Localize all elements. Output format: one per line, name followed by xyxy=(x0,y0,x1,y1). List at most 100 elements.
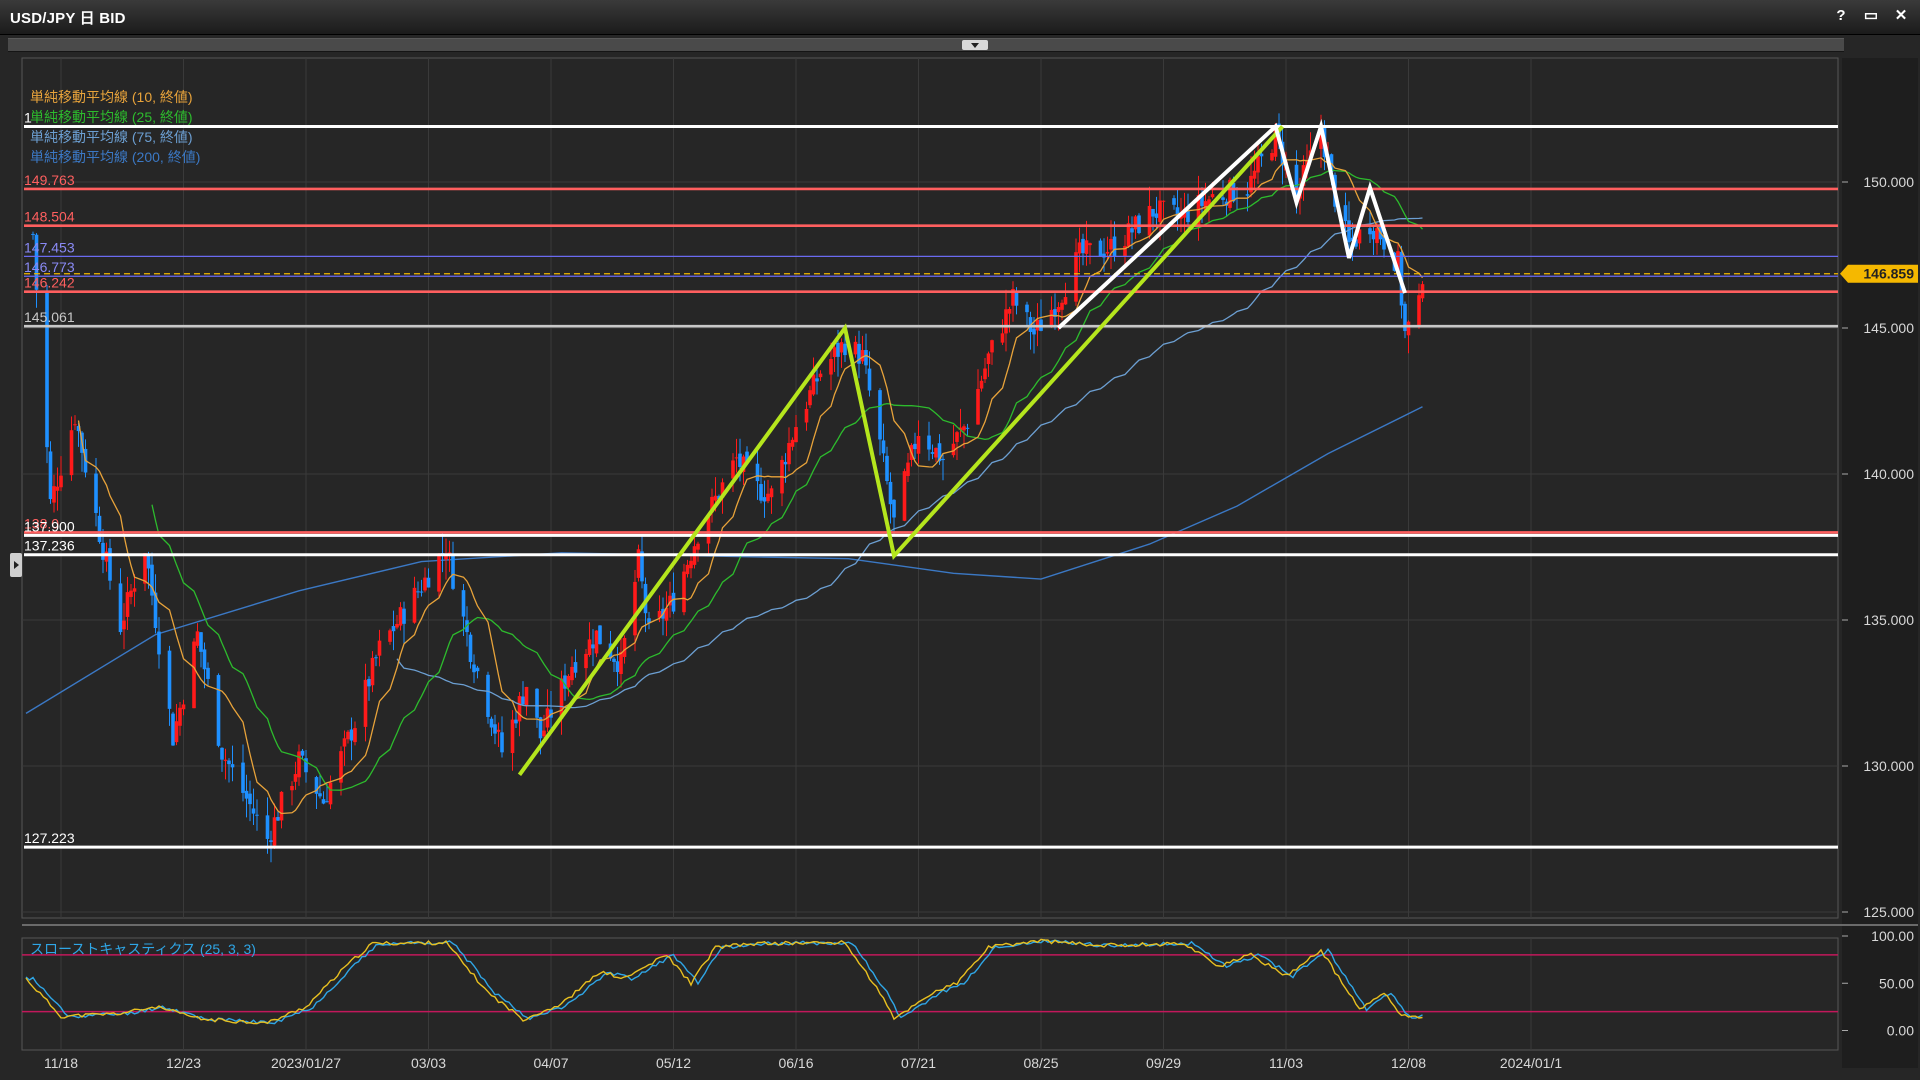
candle-body xyxy=(745,451,749,462)
candle-body xyxy=(1161,200,1166,202)
level-label: 146.242 xyxy=(24,275,75,291)
candle-body xyxy=(983,368,987,380)
candle-body xyxy=(804,408,809,423)
candle-body xyxy=(468,634,473,662)
candle-body xyxy=(584,653,588,669)
candle-body xyxy=(734,457,739,459)
candle-body xyxy=(178,707,182,726)
candle-body xyxy=(423,577,427,591)
candle-body xyxy=(720,482,725,498)
candle-body xyxy=(892,499,896,518)
candle-body xyxy=(76,425,81,432)
level-label: 1 xyxy=(24,110,32,126)
candle-body xyxy=(216,675,221,746)
candle-body xyxy=(486,674,490,717)
candle-body xyxy=(349,729,354,741)
candle-body xyxy=(206,667,210,679)
candle-body xyxy=(150,564,154,596)
y-tick-label: 145.000 xyxy=(1863,320,1914,336)
candle-body xyxy=(1273,125,1278,157)
candle-body xyxy=(500,732,504,753)
candle-body xyxy=(1109,238,1113,250)
window-controls: ? ▭ ✕ xyxy=(1832,6,1910,26)
candle-body xyxy=(818,373,823,378)
candle-body xyxy=(888,481,893,505)
x-tick-label: 08/25 xyxy=(1023,1055,1058,1071)
candle-body xyxy=(664,607,669,621)
candle-body xyxy=(402,608,406,624)
time-axis: 11/18 12/23 2023/01/27 03/03 04/07 05/12 06/16… xyxy=(44,1055,1562,1071)
x-tick-label: 06/16 xyxy=(778,1055,813,1071)
candle-body xyxy=(377,640,382,656)
candle-body xyxy=(535,688,539,718)
price-axis-column xyxy=(1842,58,1918,1068)
candle-body xyxy=(1357,229,1362,244)
candle-body xyxy=(223,759,228,761)
help-button[interactable]: ? xyxy=(1836,7,1846,24)
candle-body xyxy=(794,427,798,443)
candle-body xyxy=(857,343,861,364)
candle-body xyxy=(1060,302,1064,310)
candle-body xyxy=(1371,230,1376,240)
level-label: 145.061 xyxy=(24,309,75,325)
candle-body xyxy=(496,729,501,732)
candle-body xyxy=(1375,228,1379,244)
candle-body xyxy=(1032,328,1036,335)
candle-body xyxy=(325,801,329,803)
x-tick-label: 11/03 xyxy=(1269,1055,1303,1071)
legend-entry: 単純移動平均線 (200, 終値) xyxy=(30,149,200,165)
candle-body xyxy=(171,713,175,746)
current-price-label: 146.859 xyxy=(1863,266,1914,282)
candle-body xyxy=(1172,198,1176,205)
candle-body xyxy=(843,343,847,356)
candle-body xyxy=(395,623,399,628)
candle-body xyxy=(738,453,742,467)
candle-body xyxy=(1130,228,1134,233)
y-tick-label: 125.000 xyxy=(1863,904,1914,920)
candle-body xyxy=(108,548,112,581)
candle-body xyxy=(622,637,627,657)
side-panel-toggle[interactable] xyxy=(10,553,22,577)
candle-body xyxy=(227,760,231,765)
yellow-trend-line[interactable] xyxy=(517,125,1284,776)
candle-body xyxy=(955,432,959,442)
stochastic-plot-area xyxy=(21,937,1839,1051)
title-bar[interactable]: USD/JPY 日 BID ? ▭ ✕ xyxy=(0,0,1920,35)
candle-body xyxy=(808,390,812,406)
candle-body xyxy=(766,493,770,502)
candle-body xyxy=(713,495,718,501)
candle-body xyxy=(94,473,98,514)
candle-body xyxy=(538,717,543,739)
candle-body xyxy=(220,747,224,760)
stoch-legend: スローストキャスティクス (25, 3, 3) xyxy=(30,941,256,957)
candle-body xyxy=(202,649,207,670)
candle-body xyxy=(416,591,420,593)
candle-body xyxy=(542,730,546,737)
white-trend-line[interactable] xyxy=(1057,118,1407,330)
candle-body xyxy=(521,696,525,705)
candle-body xyxy=(241,762,245,793)
window-title: USD/JPY 日 BID xyxy=(10,10,126,27)
candle-body xyxy=(73,424,77,426)
candle-body xyxy=(104,551,109,562)
candle-body xyxy=(860,350,865,362)
collapse-toolbar-button[interactable] xyxy=(962,40,988,50)
candle-body xyxy=(1175,207,1180,216)
candle-body xyxy=(1011,289,1015,306)
candle-body xyxy=(444,555,448,560)
candle-body xyxy=(48,451,53,500)
candle-body xyxy=(174,721,179,743)
candle-body xyxy=(815,378,819,382)
candle-body xyxy=(1158,200,1162,222)
maximize-button[interactable]: ▭ xyxy=(1863,7,1879,24)
toolbar-collapse-bar xyxy=(8,38,1844,52)
candle-body xyxy=(787,442,791,465)
close-button[interactable]: ✕ xyxy=(1894,7,1908,24)
x-tick-label: 07/21 xyxy=(901,1055,936,1071)
candle-body xyxy=(370,657,375,686)
candle-body xyxy=(279,791,284,821)
candle-body xyxy=(45,290,49,448)
candle-body xyxy=(591,644,595,649)
candle-body xyxy=(367,678,371,687)
